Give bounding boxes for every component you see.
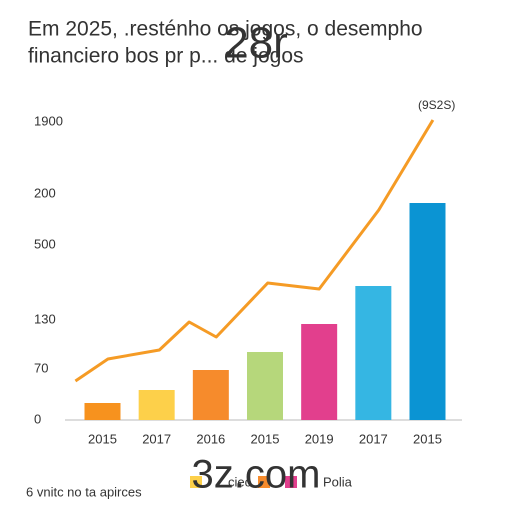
bar: [301, 324, 338, 420]
y-tick-label: 0: [34, 411, 41, 426]
x-tick-label: 2015: [251, 431, 280, 446]
plot: 0 70 130 500 200 1900 2015 2017 2016 2015 2019 2017…: [34, 113, 446, 446]
bar: [355, 286, 392, 420]
legend-label: ciec: [228, 474, 252, 489]
bar: [138, 390, 175, 420]
annotation: (9S2S): [418, 98, 455, 112]
y-tick-label: 130: [34, 311, 56, 326]
y-tick-label: 1900: [34, 113, 63, 128]
x-tick-label: 2017: [359, 431, 388, 446]
footnote: 6 vnitc no ta apirces: [26, 484, 142, 499]
y-tick-label: 200: [34, 185, 56, 200]
watermark: 3z.com: [192, 453, 321, 497]
legend: ciec Polia: [190, 474, 353, 489]
legend-swatch: [285, 476, 297, 488]
watermark: 28r: [224, 19, 288, 68]
y-tick-label: 500: [34, 236, 56, 251]
line: [74, 119, 435, 383]
x-tick-label: 2015: [413, 431, 442, 446]
bar: [247, 352, 283, 420]
bar: [192, 370, 229, 420]
x-tick-label: 2016: [196, 431, 225, 446]
x-tick-label: 2017: [142, 431, 171, 446]
x-tick-label: 2015: [88, 431, 117, 446]
chart-title: financiero bos pr p... de jogos: [28, 45, 304, 68]
legend-swatch: [258, 476, 270, 488]
chart-title: Em 2025, .resténho os jogos, o desempho: [28, 18, 423, 41]
bar: [84, 403, 121, 420]
x-tick-label: 2019: [305, 431, 334, 446]
legend-label: Polia: [323, 474, 353, 489]
bar: [409, 203, 446, 420]
y-tick-label: 70: [34, 360, 48, 375]
legend-swatch: [190, 476, 202, 488]
